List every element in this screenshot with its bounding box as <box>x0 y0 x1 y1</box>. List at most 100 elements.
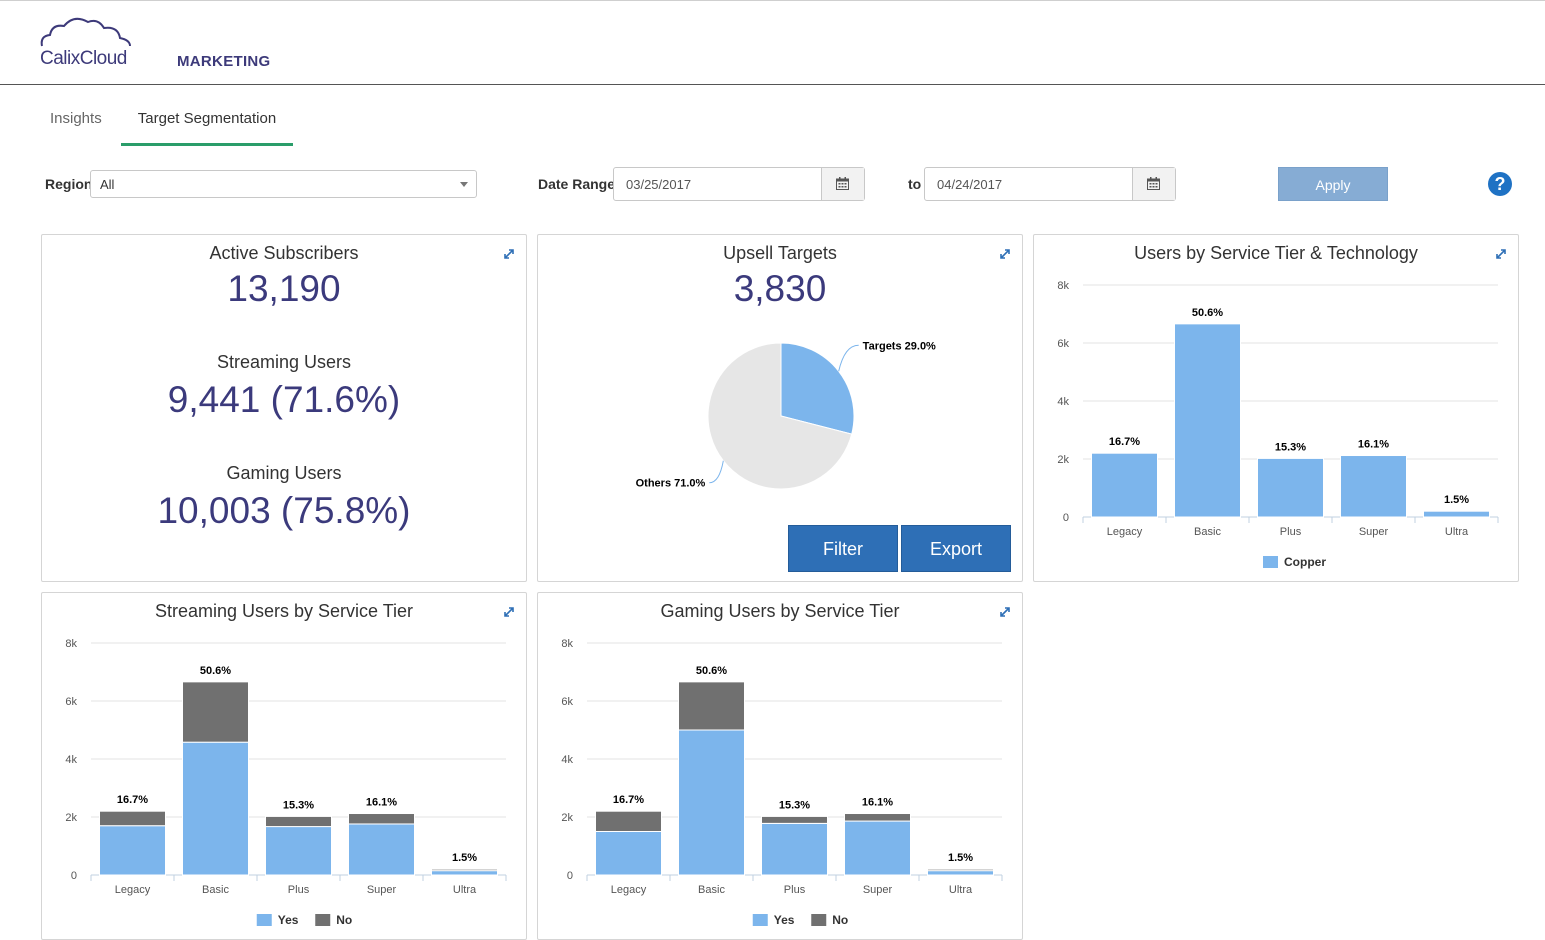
streaming-tier-title: Streaming Users by Service Tier <box>154 601 414 621</box>
bar-yes-ultra <box>431 870 498 876</box>
tier-technology-chart: 0 2k 4k 6k 8k 16.7% Legacy 50.6% Basic 15.3% Plus 1… <box>1057 280 1499 569</box>
pie-connector <box>838 344 859 372</box>
bar-no-legacy <box>99 810 166 827</box>
legend-swatch <box>256 914 272 926</box>
y-tick-label: 6k <box>561 696 573 708</box>
y-tick-label: 6k <box>1057 338 1069 350</box>
upsell-value: 3,830 <box>733 268 827 309</box>
region-value: All <box>100 177 115 192</box>
apply-button[interactable]: Apply <box>1278 167 1388 201</box>
calix-cloud-logo[interactable]: CalixCloud <box>38 16 138 72</box>
legend-swatch <box>752 914 768 926</box>
filter-button[interactable]: Filter <box>788 525 898 572</box>
bar-no-ultra <box>927 868 994 872</box>
expand-icon[interactable] <box>502 247 516 261</box>
y-tick-label: 2k <box>561 812 573 824</box>
bar-yes-basic <box>678 729 745 876</box>
expand-icon[interactable] <box>998 605 1012 619</box>
gaming-tier-chart: 0 2k 4k 6k 8k 16.7% Legacy 50.6% Basic 15.3% Plus 1… <box>561 638 1003 927</box>
x-tick-label: Plus <box>288 884 310 896</box>
y-tick-label: 2k <box>1057 454 1069 466</box>
legend-label: No <box>336 913 352 927</box>
module-title[interactable]: MARKETING <box>177 53 271 70</box>
bar-no-plus <box>761 815 828 824</box>
bar-no-basic <box>182 681 249 743</box>
data-label: 15.3% <box>1275 441 1306 453</box>
calendar-icon[interactable] <box>821 168 864 200</box>
expand-icon[interactable] <box>1494 247 1508 261</box>
bar-yes-ultra <box>927 870 994 876</box>
pie-connector <box>709 460 724 484</box>
bar-no-super <box>844 813 911 822</box>
y-tick-label: 8k <box>561 638 573 650</box>
top-border <box>0 0 1545 1</box>
region-select[interactable]: All <box>90 170 477 198</box>
x-tick-label: Legacy <box>1107 526 1143 538</box>
help-icon[interactable]: ? <box>1488 172 1512 196</box>
bar-yes-legacy <box>595 831 662 876</box>
gaming-users-label: Gaming Users <box>226 463 342 483</box>
pie-label: Targets 29.0% <box>863 340 936 352</box>
x-tick-label: Basic <box>1194 526 1221 538</box>
y-tick-label: 0 <box>71 870 77 882</box>
x-tick-label: Legacy <box>115 884 151 896</box>
y-tick-label: 6k <box>65 696 77 708</box>
data-label: 15.3% <box>283 799 314 811</box>
gaming-tier-title: Gaming Users by Service Tier <box>660 601 900 621</box>
summary-panel: Active Subscribers 13,190 Streaming User… <box>41 234 527 582</box>
legend-label: Yes <box>278 913 299 927</box>
cloud-icon <box>40 17 131 47</box>
x-tick-label: Ultra <box>453 884 477 896</box>
bar-no-ultra <box>431 868 498 872</box>
bar-yes-super <box>348 823 415 876</box>
x-tick-label: Ultra <box>1445 526 1469 538</box>
streaming-users-label: Streaming Users <box>216 352 352 372</box>
end-date-field[interactable]: 04/24/2017 <box>924 167 1176 201</box>
export-button[interactable]: Export <box>901 525 1011 572</box>
start-date-field[interactable]: 03/25/2017 <box>613 167 865 201</box>
pie-label: Others 71.0% <box>636 478 706 490</box>
pie-slice-targets <box>780 342 855 435</box>
bar-no-basic <box>678 681 745 731</box>
bar-yes-super <box>844 820 911 876</box>
data-label: 15.3% <box>779 799 810 811</box>
chevron-down-icon <box>460 182 468 187</box>
bar-yes-basic <box>182 741 249 876</box>
data-label: 16.7% <box>613 794 644 806</box>
bar-copper-super <box>1340 455 1407 518</box>
legend-label: No <box>832 913 848 927</box>
bar-copper-legacy <box>1091 452 1158 518</box>
streaming-tier-panel: Streaming Users by Service Tier 0 2k 4k 6k 8… <box>41 592 527 940</box>
active-subscribers-value: 13,190 <box>227 268 341 309</box>
bar-yes-plus <box>761 822 828 876</box>
active-subscribers-label: Active Subscribers <box>209 243 359 263</box>
data-label: 1.5% <box>948 852 973 864</box>
y-tick-label: 0 <box>567 870 573 882</box>
tab-target-segmentation[interactable]: Target Segmentation <box>121 100 293 146</box>
gaming-tier-panel: Gaming Users by Service Tier 0 2k 4k 6k 8k 16… <box>537 592 1023 940</box>
tier-technology-title: Users by Service Tier & Technology <box>1134 243 1418 263</box>
gaming-users-value: 10,003 (75.8%) <box>157 490 411 531</box>
x-tick-label: Super <box>1359 526 1389 538</box>
calendar-icon[interactable] <box>1132 168 1175 200</box>
expand-icon[interactable] <box>998 247 1012 261</box>
y-tick-label: 0 <box>1063 512 1069 524</box>
x-tick-label: Super <box>367 884 397 896</box>
date-range-label: Date Range <box>538 176 616 192</box>
expand-icon[interactable] <box>502 605 516 619</box>
tab-insights[interactable]: Insights <box>50 110 102 127</box>
y-tick-label: 8k <box>65 638 77 650</box>
legend-label: Copper <box>1284 555 1326 569</box>
app-header: CalixCloud MARKETING <box>0 0 1545 85</box>
region-label: Region <box>45 176 93 192</box>
data-label: 16.7% <box>117 794 148 806</box>
data-label: 50.6% <box>1192 307 1223 319</box>
x-tick-label: Basic <box>698 884 725 896</box>
y-tick-label: 4k <box>1057 396 1069 408</box>
bar-yes-plus <box>265 826 332 876</box>
start-date-value: 03/25/2017 <box>626 177 692 192</box>
data-label: 1.5% <box>1444 494 1469 506</box>
bar-yes-legacy <box>99 825 166 876</box>
bar-no-plus <box>265 815 332 828</box>
data-label: 16.1% <box>1358 439 1389 451</box>
